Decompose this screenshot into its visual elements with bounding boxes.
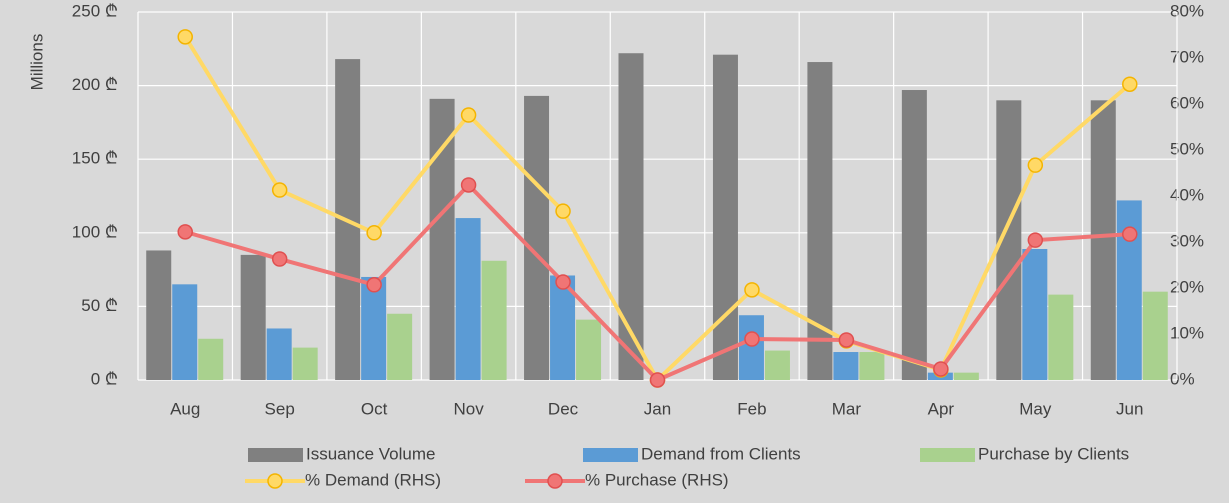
bar: [901, 90, 927, 381]
y-tick-label: 0 ₾: [91, 369, 118, 388]
legend-label: Issuance Volume: [306, 444, 435, 463]
bar: [361, 276, 387, 380]
line-point: [460, 107, 477, 123]
bar: [764, 350, 790, 380]
y-tick-label: 50 ₾: [81, 296, 118, 315]
line-point: [1027, 232, 1044, 248]
x-tick-label: Dec: [548, 399, 579, 418]
y-tick-label: 250 ₾: [72, 1, 118, 20]
bar: [1142, 291, 1168, 380]
line-point: [649, 372, 666, 388]
line-point: [366, 225, 382, 241]
y2-tick-label: 30%: [1170, 231, 1204, 250]
legend-label: Demand from Clients: [641, 444, 801, 463]
line-point: [177, 224, 193, 240]
x-tick-label: Nov: [453, 399, 484, 418]
bar: [172, 284, 198, 380]
bar: [240, 254, 266, 380]
x-tick-label: Mar: [832, 399, 862, 418]
line-point: [1122, 226, 1138, 242]
y2-tick-label: 60%: [1170, 93, 1204, 112]
x-tick-label: Apr: [928, 399, 955, 418]
line-point: [838, 332, 855, 348]
legend-swatch: [547, 473, 563, 489]
bar: [618, 53, 644, 380]
line-point: [271, 251, 288, 267]
x-tick-label: Jan: [644, 399, 671, 418]
x-tick-label: Aug: [170, 399, 200, 418]
line-point: [555, 274, 571, 290]
bar: [198, 338, 224, 380]
line-point: [271, 182, 288, 198]
bar: [738, 315, 764, 380]
legend-swatch: [920, 448, 975, 462]
y-tick-label: 200 ₾: [72, 75, 118, 94]
y2-tick-label: 50%: [1170, 139, 1204, 158]
legend-label: % Demand (RHS): [305, 470, 441, 489]
line-point: [1027, 157, 1044, 173]
y2-tick-label: 0%: [1170, 369, 1195, 388]
line-point: [177, 29, 193, 45]
bar: [1022, 248, 1048, 380]
bar: [266, 328, 292, 380]
bar: [387, 313, 413, 380]
y2-tick-label: 70%: [1170, 47, 1204, 66]
legend-swatch: [248, 448, 303, 462]
bar: [576, 319, 602, 380]
y-tick-label: 100 ₾: [72, 222, 118, 241]
bar: [455, 218, 481, 380]
x-tick-label: Jun: [1116, 399, 1143, 418]
y2-tick-label: 10%: [1170, 323, 1204, 342]
line-point: [366, 277, 382, 293]
line-point: [933, 361, 949, 377]
bar: [712, 54, 738, 381]
line-point: [744, 331, 760, 347]
line-point: [460, 177, 477, 193]
bar: [146, 250, 172, 380]
bar: [292, 347, 318, 380]
y2-tick-label: 20%: [1170, 277, 1204, 296]
y-axis-label: Millions: [27, 34, 46, 91]
bar: [1048, 294, 1074, 380]
y-tick-label: 150 ₾: [72, 149, 118, 168]
x-tick-label: Oct: [361, 399, 388, 418]
line-point: [555, 203, 571, 219]
x-tick-label: May: [1019, 399, 1052, 418]
bar: [429, 98, 455, 381]
y2-tick-label: 40%: [1170, 185, 1204, 204]
bar: [833, 352, 859, 380]
y2-tick-label: 80%: [1170, 1, 1204, 20]
bar: [953, 372, 979, 380]
legend-swatch: [583, 448, 638, 462]
x-tick-label: Feb: [737, 399, 766, 418]
bar: [859, 352, 885, 380]
line-point: [1122, 76, 1138, 92]
legend-label: % Purchase (RHS): [585, 470, 729, 489]
line-point: [744, 282, 760, 298]
bar: [524, 95, 550, 381]
legend-label: Purchase by Clients: [978, 444, 1129, 463]
legend-swatch: [267, 473, 283, 489]
bar: [481, 260, 507, 380]
x-tick-label: Sep: [265, 399, 295, 418]
bar: [1090, 100, 1116, 380]
